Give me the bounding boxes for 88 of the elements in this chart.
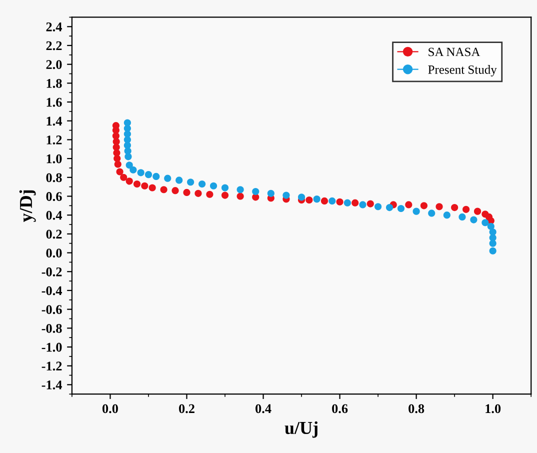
- point: [489, 247, 496, 254]
- point: [474, 208, 482, 215]
- y-tick-label: 1.6: [46, 98, 62, 107]
- point: [126, 162, 133, 169]
- x-tick-label: 0.2: [179, 404, 194, 414]
- y-tick-label: 0.6: [46, 192, 62, 202]
- point: [470, 216, 478, 224]
- y-tick-label: -1.2: [42, 362, 62, 371]
- point: [458, 213, 466, 221]
- point: [374, 203, 382, 210]
- point: [359, 201, 366, 208]
- point: [221, 184, 229, 192]
- y-tick-label: 0.0: [46, 248, 62, 258]
- point: [282, 192, 290, 199]
- point: [412, 208, 420, 215]
- point: [137, 169, 144, 176]
- x-tick-label: 0.8: [408, 404, 424, 414]
- point: [172, 187, 179, 194]
- point: [298, 194, 306, 201]
- point: [120, 174, 128, 181]
- point: [420, 202, 428, 210]
- point: [133, 180, 141, 188]
- point: [482, 219, 489, 226]
- point: [428, 210, 436, 217]
- y-tick-label: 1.2: [46, 136, 62, 144]
- y-tick-label: -0.6: [42, 305, 62, 314]
- point: [336, 198, 344, 206]
- point: [148, 184, 156, 192]
- x-tick-label: 0.4: [256, 404, 272, 414]
- point: [352, 199, 359, 206]
- y-axis-title: y/Dj: [19, 190, 36, 222]
- point: [116, 168, 124, 176]
- point: [198, 180, 206, 188]
- point: [124, 153, 132, 160]
- point: [252, 188, 260, 196]
- point: [210, 182, 218, 190]
- point: [164, 174, 172, 182]
- point: [130, 166, 137, 174]
- point: [366, 200, 374, 208]
- y-tick-label: 1.0: [46, 154, 62, 164]
- point: [176, 176, 183, 184]
- point: [344, 199, 351, 206]
- point: [313, 196, 320, 203]
- x-axis-title: u/Uj: [284, 421, 318, 438]
- point: [306, 196, 313, 204]
- y-tick-label: -0.4: [42, 286, 62, 296]
- y-tick-label: 1.8: [46, 78, 62, 88]
- y-tick-label: 2.2: [46, 41, 62, 50]
- y-tick-label: 0.8: [46, 173, 62, 182]
- point: [436, 203, 443, 210]
- point: [267, 190, 274, 197]
- x-tick-label: 0.6: [332, 404, 348, 414]
- point: [144, 171, 152, 178]
- y-tick-label: -0.8: [42, 324, 62, 333]
- point: [489, 240, 496, 247]
- point: [462, 206, 470, 213]
- point: [114, 160, 122, 168]
- y-tick-label: -1.4: [42, 380, 62, 390]
- point: [126, 178, 133, 185]
- x-tick-label: 0.0: [102, 404, 118, 414]
- point: [183, 188, 190, 196]
- point: [236, 186, 244, 194]
- point: [386, 204, 394, 212]
- point: [328, 197, 336, 204]
- point: [236, 192, 244, 200]
- point: [451, 204, 458, 212]
- y-tick-label: 1.4: [46, 116, 62, 126]
- point: [221, 192, 229, 199]
- point: [187, 178, 194, 186]
- y-tick-label: 0.2: [46, 230, 62, 239]
- y-tick-label: 2.0: [46, 60, 62, 70]
- point: [443, 212, 450, 219]
- y-tick-label: 2.4: [46, 22, 62, 32]
- y-tick-label: -1.0: [42, 342, 62, 352]
- legend-label: SA NASA: [428, 48, 480, 56]
- point: [194, 190, 202, 197]
- point: [320, 197, 328, 204]
- y-tick-label: 0.4: [46, 210, 62, 220]
- y-tick-label: -0.2: [42, 267, 62, 276]
- point: [141, 182, 148, 190]
- point: [206, 190, 214, 198]
- legend-label: Present Study: [428, 65, 497, 76]
- x-tick-label: 1.0: [486, 404, 501, 414]
- point: [405, 201, 412, 208]
- point: [397, 204, 405, 212]
- point: [487, 222, 494, 230]
- point: [160, 186, 168, 194]
- point: [152, 172, 160, 180]
